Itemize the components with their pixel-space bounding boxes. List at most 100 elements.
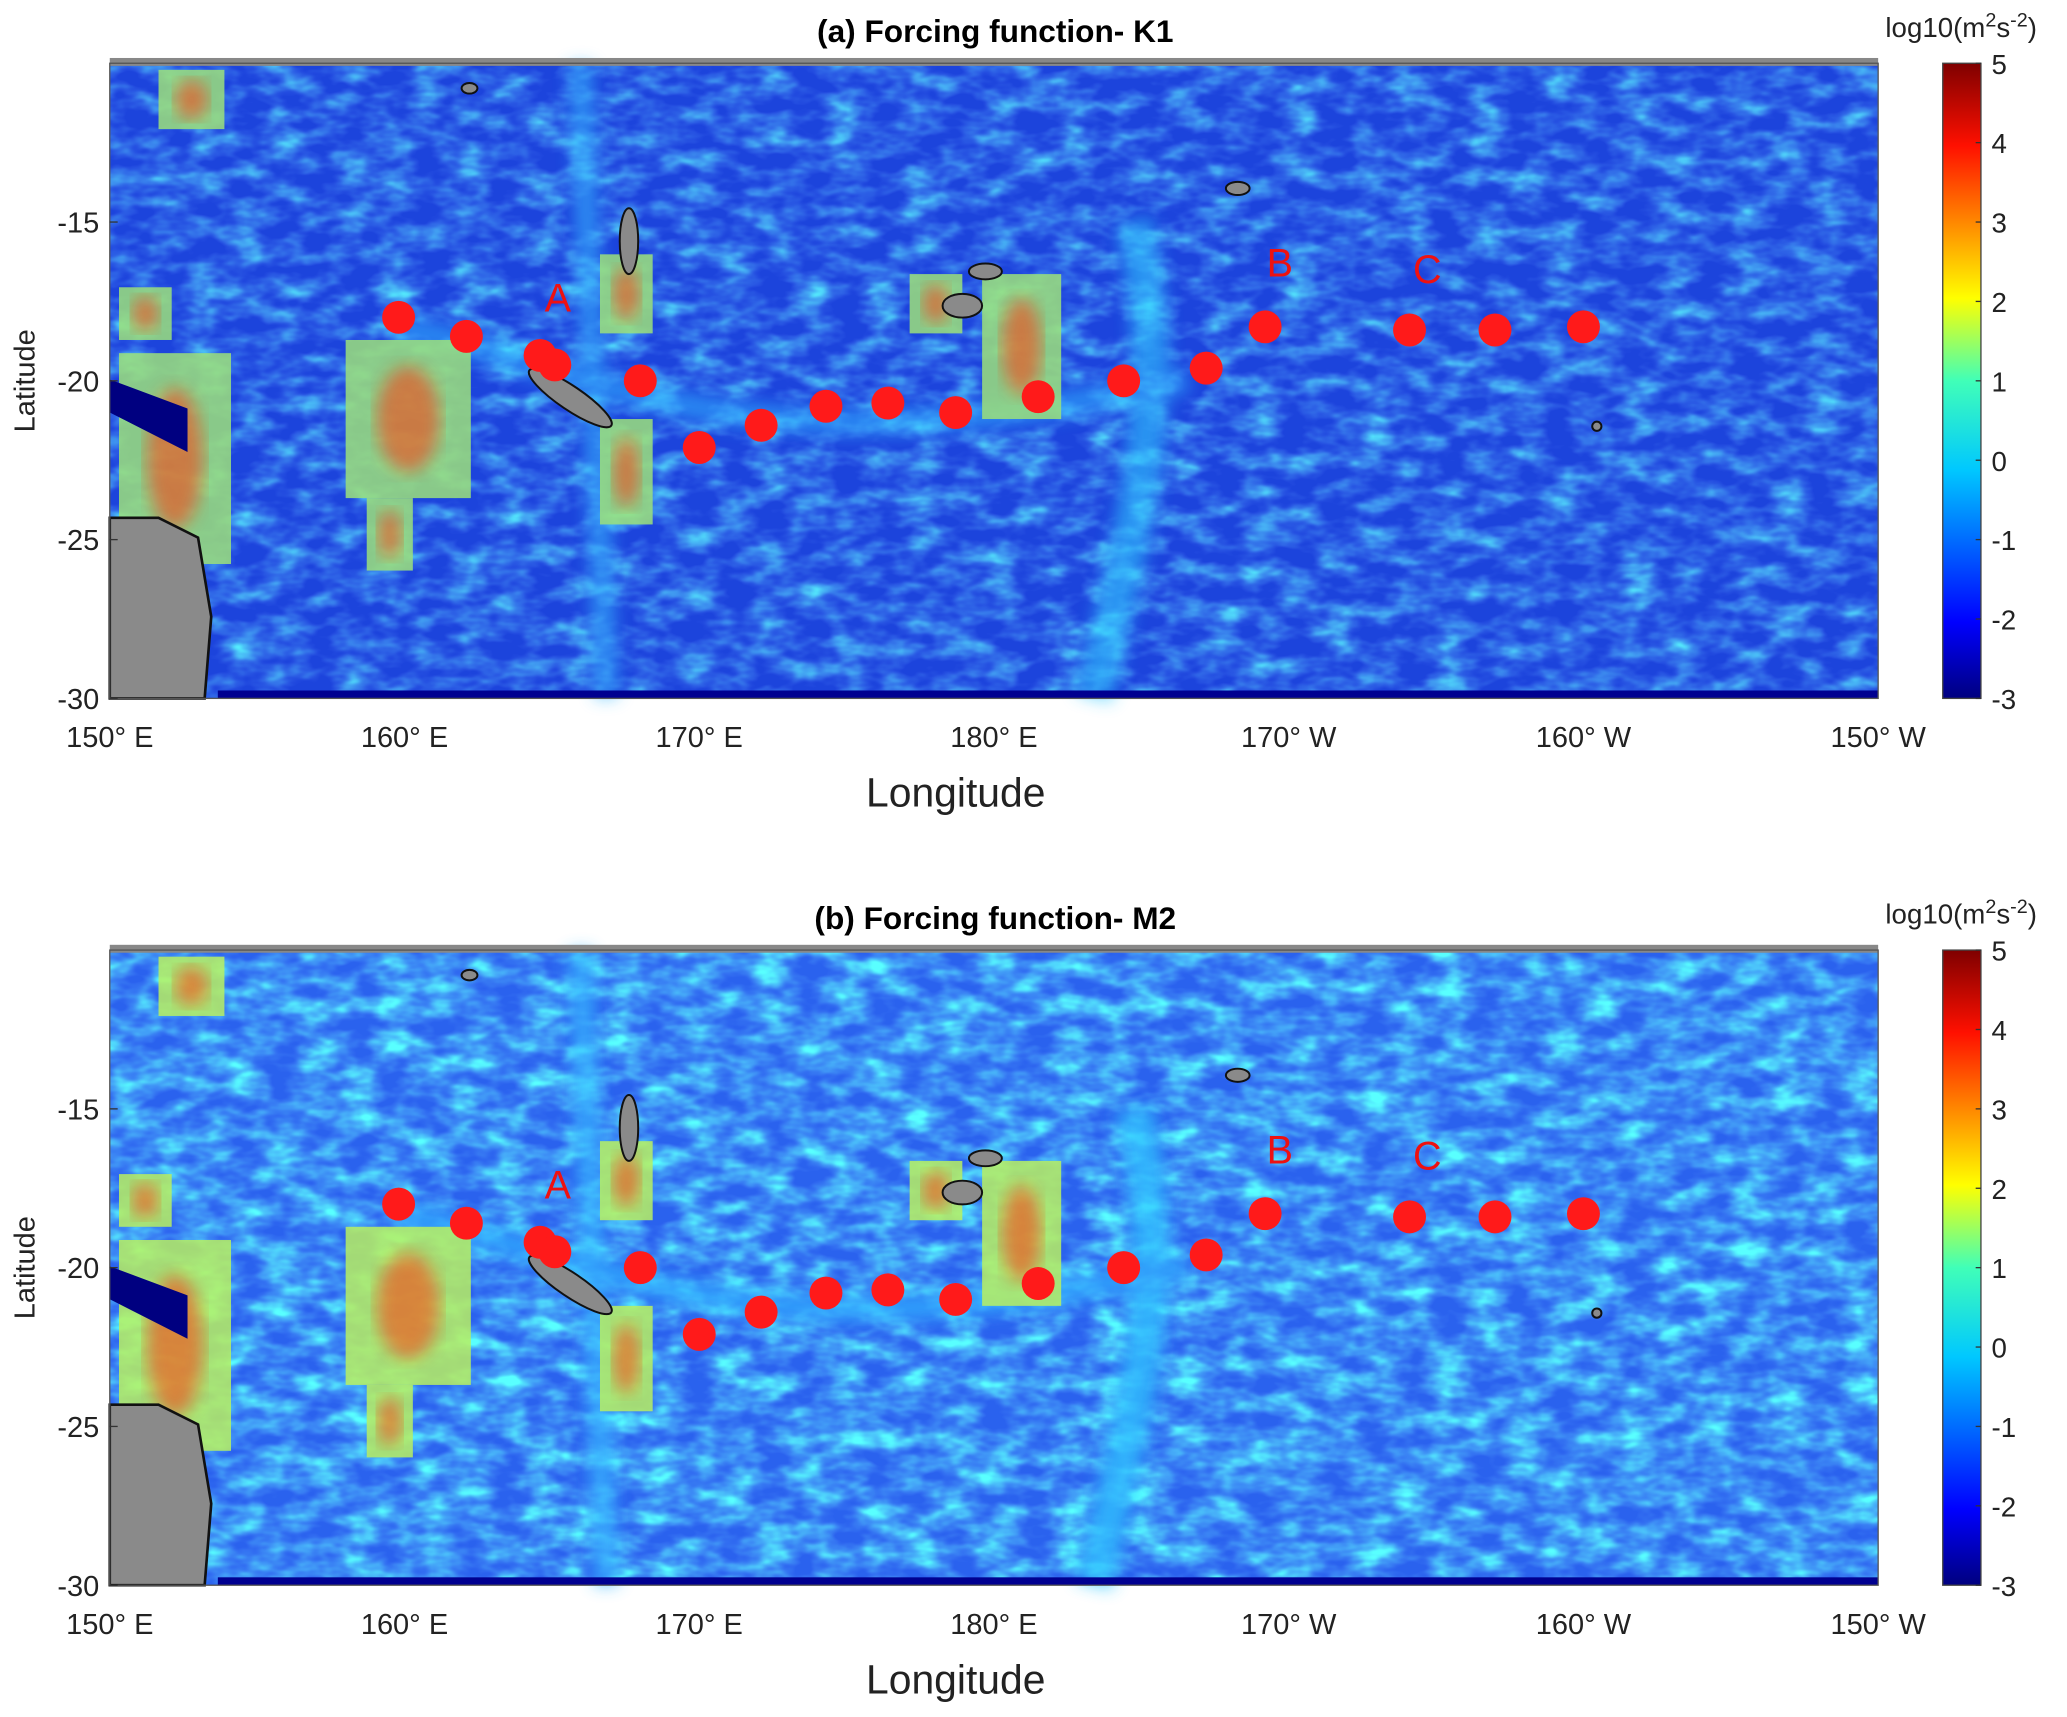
colorbar-tick-label: -1 (1991, 525, 2016, 556)
colorbar-tick-label: 4 (1991, 1015, 2006, 1046)
colorbar-tick-label: -1 (1991, 1412, 2016, 1443)
x-tick-label: 150° W (1830, 722, 1926, 754)
colorbar-label-part: s (1996, 899, 2010, 930)
hotspot (613, 436, 640, 507)
hotspot (613, 1154, 640, 1208)
y-tick-label: -30 (57, 684, 99, 716)
station-point (449, 319, 483, 353)
island-vanuatu (618, 1094, 640, 1162)
x-tick-label: 150° E (66, 1609, 153, 1641)
colorbar-label-part: log10(m (1885, 899, 1985, 930)
colorbar-tick-label: -3 (1991, 684, 2016, 715)
island-new-caledonia (527, 367, 613, 429)
hotspot (132, 1182, 159, 1219)
chart-title: (a) Forcing function- K1 (817, 13, 1173, 49)
station-points (382, 300, 1600, 464)
x-axis-label: Longitude (866, 769, 1045, 815)
colorbar-tick-label: 4 (1991, 128, 2006, 159)
colorbar-label-part: s (1996, 12, 2010, 43)
island-fiji (941, 1179, 984, 1206)
top-border-land (109, 944, 1879, 953)
station-point (809, 1276, 843, 1310)
site-label-c: C (1413, 248, 1442, 292)
station-point (682, 431, 716, 464)
site-label-b: B (1267, 1128, 1293, 1172)
x-tick-label: 160° E (361, 1609, 448, 1641)
island-fiji (967, 1149, 1003, 1168)
island-fiji (941, 292, 984, 319)
colorbar-label-part: log10(m (1885, 12, 1985, 43)
land-australia (108, 1403, 213, 1587)
hotspot (1001, 1185, 1042, 1282)
x-tick-label: 150° E (66, 722, 153, 754)
colorbar-label-part: -2 (2010, 9, 2028, 31)
x-tick-label: 170° E (656, 1609, 743, 1641)
hotspot (175, 966, 208, 1007)
station-point (1189, 1238, 1223, 1272)
panel-b: (b) Forcing function- M2 150° E 160° E 170°… (10, 896, 2037, 1702)
shelf-region (109, 1266, 188, 1339)
island-samoa (1224, 180, 1251, 197)
shelf-region (109, 379, 188, 452)
colorbar-label: log10(m2s-2) (1885, 896, 2037, 930)
y-tick-label: -20 (57, 366, 99, 398)
hotspot (378, 510, 402, 559)
y-tick-label: -25 (57, 525, 99, 557)
hotspot (613, 267, 640, 321)
colorbar-label-part: 2 (1985, 896, 1996, 918)
station-point (1189, 351, 1223, 385)
station-point (1478, 1200, 1512, 1234)
x-tick-label: 180° E (950, 722, 1037, 754)
station-point (939, 1282, 973, 1316)
x-axis-label: Longitude (866, 1656, 1045, 1702)
x-tick-label: 170° W (1241, 1609, 1337, 1641)
colorbar (1942, 62, 1982, 700)
station-point (623, 364, 657, 398)
colorbar-tick-label: 2 (1991, 287, 2006, 318)
x-tick-label: 170° W (1241, 722, 1337, 754)
colorbar-tick-label: -3 (1991, 1571, 2016, 1602)
ridge-band (1076, 217, 1169, 703)
colorbar-tick-label: 1 (1991, 366, 2006, 397)
station-point (623, 1251, 657, 1285)
hotspot (922, 283, 950, 324)
hotspot (1001, 298, 1042, 395)
station-point (744, 408, 778, 442)
x-tick-label: 160° E (361, 722, 448, 754)
map-heatmap (108, 944, 1879, 1590)
hotspot (132, 296, 159, 332)
hotspot (376, 1253, 440, 1359)
x-tick-label: 160° W (1536, 722, 1632, 754)
station-point (538, 348, 572, 382)
bottom-edge (217, 1577, 1879, 1586)
panel-a: (a) Forcing function- K1 150° E 160° E 170°… (10, 9, 2037, 815)
station-points (382, 1187, 1600, 1351)
y-tick-label: -15 (57, 1094, 99, 1126)
station-point (871, 1273, 905, 1307)
station-point (1393, 1200, 1427, 1234)
colorbar-tick-label: 3 (1991, 1094, 2006, 1125)
y-tick-label: -20 (57, 1253, 99, 1285)
colorbar-tick-label: 1 (1991, 1253, 2006, 1284)
hotspot (376, 366, 440, 472)
x-tick-label: 170° E (656, 722, 743, 754)
colorbar (1942, 949, 1982, 1586)
map-heatmap (108, 57, 1879, 703)
y-axis-label: Latitude (10, 1216, 42, 1319)
hotspot (613, 1323, 640, 1394)
station-point (1021, 380, 1055, 414)
colorbar-label-part: ) (2028, 12, 2037, 43)
site-label-b: B (1267, 241, 1293, 285)
colorbar-label-part: -2 (2010, 896, 2028, 918)
colorbar-tick-label: -2 (1991, 605, 2016, 636)
island (1591, 1307, 1603, 1319)
station-point (1478, 313, 1512, 347)
x-tick-label: 180° E (950, 1609, 1037, 1641)
station-point (538, 1235, 572, 1269)
station-point (744, 1295, 778, 1329)
colorbar-label-part: ) (2028, 899, 2037, 930)
chart-title: (b) Forcing function- M2 (814, 900, 1176, 936)
colorbar-tick-label: 0 (1991, 446, 2006, 477)
site-label-c: C (1413, 1135, 1442, 1179)
